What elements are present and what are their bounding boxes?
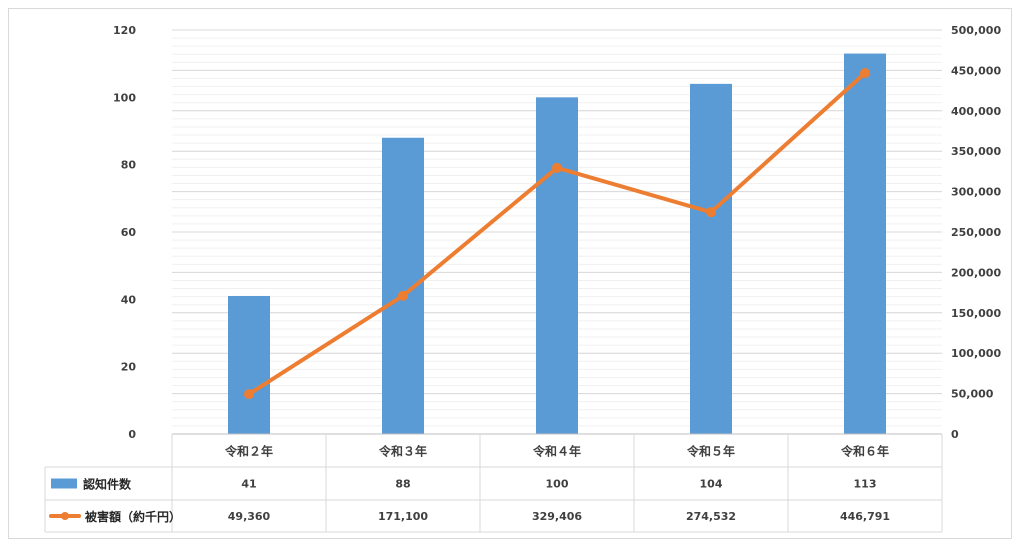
legend-key-marker bbox=[61, 512, 69, 520]
chart-canvas: 0 20 40 60 80 100 120 0 50,000 100,000 150,000 200,… bbox=[44, 24, 1001, 533]
y-right-tick-label: 500,000 bbox=[951, 24, 1001, 37]
y-right-tick-label: 50,000 bbox=[951, 388, 994, 401]
data-table-cell: 104 bbox=[700, 478, 723, 491]
x-tick-label: 令和３年 bbox=[378, 444, 427, 459]
data-table-cell: 41 bbox=[241, 478, 256, 491]
y-right-tick-label: 450,000 bbox=[951, 64, 1001, 77]
y-right-tick-label: 350,000 bbox=[951, 145, 1001, 158]
y-right-tick-label: 150,000 bbox=[951, 307, 1001, 320]
y-right-tick-label: 400,000 bbox=[951, 105, 1001, 118]
y-left-tick-label: 20 bbox=[121, 361, 137, 374]
y-left-tick-label: 40 bbox=[121, 293, 137, 306]
x-tick-label: 令和４年 bbox=[532, 444, 581, 459]
y-left-tick-label: 80 bbox=[121, 159, 137, 172]
y-left-tick-label: 60 bbox=[121, 226, 137, 239]
chart-frame: 0 20 40 60 80 100 120 0 50,000 100,000 150,000 200,… bbox=[8, 8, 1012, 539]
x-tick-label: 令和２年 bbox=[224, 444, 273, 459]
line-point bbox=[244, 389, 254, 400]
bar bbox=[690, 83, 732, 434]
data-table-cell: 88 bbox=[395, 478, 410, 491]
line-point bbox=[706, 207, 716, 218]
x-tick-label: 令和６年 bbox=[840, 444, 889, 459]
line-point bbox=[860, 67, 870, 78]
y-right-tick-label: 300,000 bbox=[951, 186, 1001, 199]
data-table-cell: 274,532 bbox=[686, 510, 736, 523]
bar bbox=[536, 97, 578, 434]
line-point bbox=[398, 290, 408, 301]
legend-label: 認知件数 bbox=[83, 477, 132, 492]
legend-label: 被害額（約千円） bbox=[85, 509, 181, 524]
line-point bbox=[552, 162, 562, 173]
y-right-tick-label: 100,000 bbox=[951, 347, 1001, 360]
data-table-cell: 100 bbox=[546, 478, 569, 491]
data-table-cell: 329,406 bbox=[532, 510, 582, 523]
data-table-cell: 49,360 bbox=[228, 510, 271, 523]
y-right-tick-label: 0 bbox=[951, 428, 959, 441]
data-table-cell: 446,791 bbox=[840, 510, 890, 523]
x-tick-label: 令和５年 bbox=[686, 444, 735, 459]
y-left-tick-label: 0 bbox=[128, 428, 136, 441]
data-table-cell: 171,100 bbox=[378, 510, 428, 523]
y-left-tick-label: 100 bbox=[113, 91, 136, 104]
data-table-cell: 113 bbox=[854, 478, 877, 491]
legend-key-bar bbox=[51, 478, 77, 489]
y-right-tick-label: 200,000 bbox=[951, 266, 1001, 279]
y-left-tick-label: 120 bbox=[113, 24, 136, 37]
y-right-tick-label: 250,000 bbox=[951, 226, 1001, 239]
bar bbox=[228, 295, 270, 434]
bar bbox=[844, 53, 886, 435]
